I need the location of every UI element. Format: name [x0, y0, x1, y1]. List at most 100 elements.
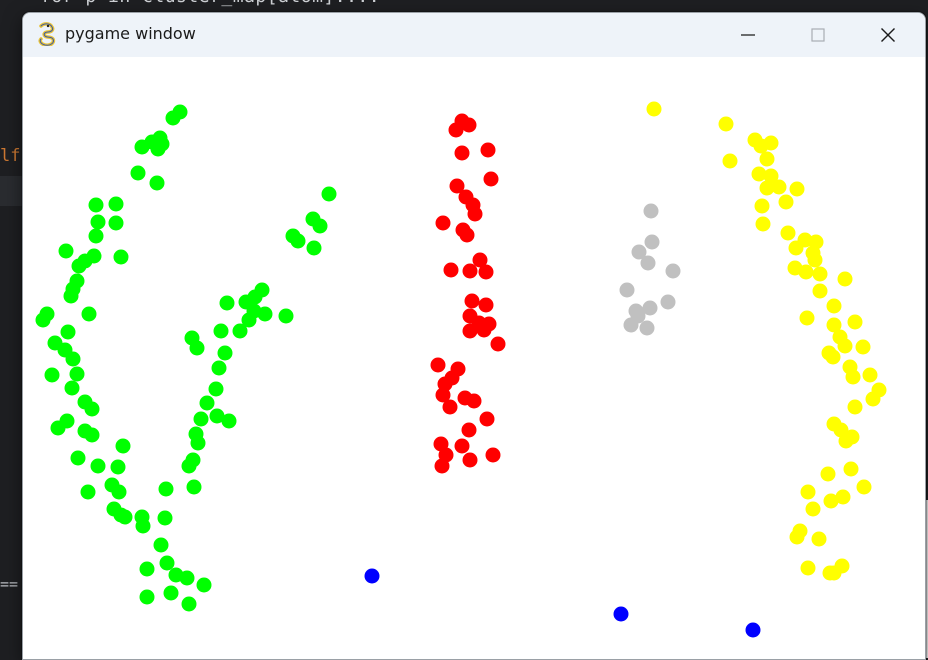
point-yellow: [763, 135, 779, 151]
point-green: [90, 214, 106, 230]
point-green: [211, 360, 227, 376]
point-gray: [631, 244, 647, 260]
point-green: [113, 249, 129, 265]
point-yellow: [855, 339, 871, 355]
window-title: pygame window: [65, 24, 196, 43]
point-red: [466, 393, 482, 409]
point-green: [290, 233, 306, 249]
point-gray: [644, 234, 660, 250]
point-green: [149, 175, 165, 191]
point-green: [139, 589, 155, 605]
point-green: [134, 139, 150, 155]
point-green: [157, 510, 173, 526]
point-yellow: [778, 194, 794, 210]
point-green: [153, 537, 169, 553]
point-red: [443, 262, 459, 278]
point-green: [232, 323, 248, 339]
cluster-red: [430, 113, 506, 474]
point-yellow: [826, 298, 842, 314]
point-blue: [364, 568, 380, 584]
close-button[interactable]: [853, 13, 923, 57]
point-green: [65, 351, 81, 367]
point-yellow: [837, 271, 853, 287]
point-green: [209, 408, 225, 424]
point-green: [165, 110, 181, 126]
point-green: [63, 288, 79, 304]
point-green: [108, 196, 124, 212]
point-red: [478, 264, 494, 280]
minimize-button[interactable]: [713, 13, 783, 57]
point-red: [479, 411, 495, 427]
gutter-text: lf: [0, 146, 21, 166]
point-yellow: [789, 181, 805, 197]
point-green: [278, 308, 294, 324]
point-green: [108, 215, 124, 231]
point-green: [60, 324, 76, 340]
point-red: [435, 387, 451, 403]
point-red: [449, 178, 465, 194]
point-green: [58, 243, 74, 259]
title-bar[interactable]: pygame window: [23, 13, 925, 57]
point-red: [464, 293, 480, 309]
point-green: [181, 596, 197, 612]
point-yellow: [820, 466, 836, 482]
point-yellow: [763, 168, 779, 184]
point-yellow: [865, 391, 881, 407]
point-green: [111, 484, 127, 500]
point-red: [454, 145, 470, 161]
point-green: [50, 420, 66, 436]
cluster-blue: [364, 568, 761, 638]
point-red: [434, 458, 450, 474]
point-green: [90, 458, 106, 474]
point-yellow: [789, 529, 805, 545]
point-yellow: [780, 225, 796, 241]
point-green: [71, 258, 87, 274]
point-green: [193, 411, 209, 427]
point-red: [476, 322, 492, 338]
point-yellow: [799, 310, 815, 326]
point-gray: [639, 320, 655, 336]
point-yellow: [805, 501, 821, 517]
point-green: [312, 218, 328, 234]
point-red: [478, 297, 494, 313]
point-red: [467, 206, 483, 222]
point-yellow: [856, 479, 872, 495]
point-gray: [619, 282, 635, 298]
point-green: [199, 395, 215, 411]
point-green: [213, 323, 229, 339]
point-yellow: [754, 198, 770, 214]
point-green: [80, 484, 96, 500]
pygame-snake-icon: [38, 22, 56, 46]
pygame-canvas[interactable]: [23, 57, 925, 659]
point-yellow: [812, 283, 828, 299]
point-green: [70, 450, 86, 466]
point-red: [454, 438, 470, 454]
point-green: [217, 345, 233, 361]
point-blue: [745, 622, 761, 638]
point-red: [442, 399, 458, 415]
point-green: [110, 459, 126, 475]
point-green: [139, 561, 155, 577]
point-yellow: [825, 349, 841, 365]
point-green: [208, 381, 224, 397]
point-red: [480, 142, 496, 158]
point-green: [189, 340, 205, 356]
point-yellow: [788, 240, 804, 256]
maximize-button[interactable]: [783, 13, 853, 57]
point-yellow: [847, 399, 863, 415]
point-green: [321, 186, 337, 202]
point-green: [88, 228, 104, 244]
point-green: [81, 306, 97, 322]
point-red: [448, 122, 464, 138]
point-yellow: [862, 367, 878, 383]
maximize-icon: [811, 28, 825, 42]
point-yellow: [837, 338, 853, 354]
point-green: [257, 306, 273, 322]
point-yellow: [826, 317, 842, 333]
close-icon: [881, 28, 895, 42]
point-green: [69, 366, 85, 382]
point-red: [462, 452, 478, 468]
cluster-yellow: [646, 101, 887, 581]
point-gray: [665, 263, 681, 279]
point-yellow: [800, 484, 816, 500]
